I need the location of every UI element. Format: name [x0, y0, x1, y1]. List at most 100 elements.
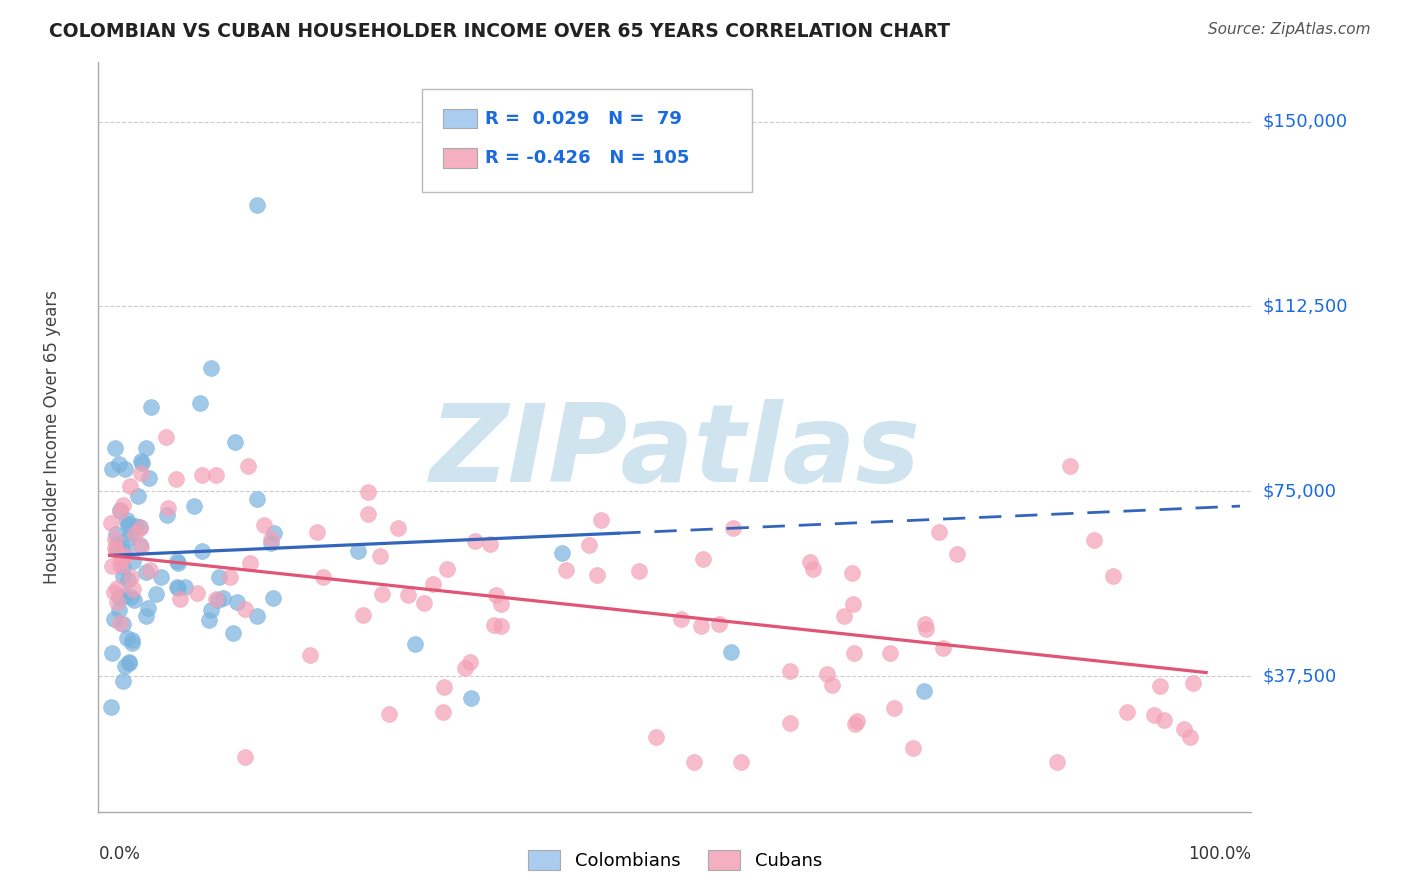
Point	[156, 508, 179, 523]
Point	[100, 516, 122, 531]
Point	[103, 541, 125, 556]
Point	[591, 513, 613, 527]
Point	[932, 640, 955, 655]
Text: $150,000: $150,000	[1263, 112, 1347, 130]
Point	[844, 717, 866, 731]
Point	[129, 541, 152, 555]
Point	[166, 554, 188, 568]
Text: 100.0%: 100.0%	[1188, 846, 1251, 863]
Point	[834, 608, 856, 623]
Point	[799, 555, 821, 569]
Text: COLOMBIAN VS CUBAN HOUSEHOLDER INCOME OVER 65 YEARS CORRELATION CHART: COLOMBIAN VS CUBAN HOUSEHOLDER INCOME OV…	[49, 22, 950, 41]
Point	[110, 503, 132, 517]
Point	[121, 554, 143, 568]
Point	[124, 526, 146, 541]
Point	[689, 619, 711, 633]
Point	[211, 591, 233, 605]
Point	[108, 616, 131, 631]
Point	[1143, 708, 1166, 723]
Point	[779, 664, 801, 678]
Point	[946, 547, 969, 561]
Point	[135, 441, 157, 455]
Point	[112, 559, 135, 574]
Point	[262, 591, 284, 606]
Text: Householder Income Over 65 years: Householder Income Over 65 years	[44, 290, 62, 584]
Point	[129, 521, 152, 535]
Point	[190, 468, 212, 483]
Point	[118, 517, 141, 532]
Point	[396, 588, 419, 602]
Point	[225, 595, 247, 609]
Point	[111, 674, 134, 689]
Point	[845, 714, 868, 728]
Point	[1102, 568, 1125, 582]
Point	[156, 500, 179, 515]
Point	[103, 612, 125, 626]
Point	[205, 467, 228, 482]
Point	[145, 587, 167, 601]
Point	[1046, 756, 1069, 770]
Point	[127, 489, 149, 503]
Point	[235, 602, 257, 616]
Point	[378, 707, 401, 722]
Point	[433, 680, 456, 694]
Text: ZIPatlas: ZIPatlas	[429, 399, 921, 505]
Point	[101, 646, 124, 660]
Point	[135, 565, 157, 579]
Point	[105, 537, 128, 551]
Point	[356, 484, 378, 499]
Point	[136, 600, 159, 615]
Point	[692, 552, 714, 566]
Point	[730, 756, 752, 770]
Point	[198, 613, 221, 627]
Point	[138, 471, 160, 485]
Point	[841, 566, 863, 581]
Point	[842, 597, 865, 611]
Point	[118, 656, 141, 670]
Point	[122, 582, 145, 596]
Point	[165, 472, 187, 486]
Point	[387, 521, 409, 535]
Point	[554, 563, 576, 577]
Point	[108, 558, 131, 572]
Point	[120, 570, 142, 584]
Text: $37,500: $37,500	[1263, 667, 1337, 685]
Point	[111, 568, 134, 582]
Point	[115, 632, 138, 646]
Point	[491, 597, 513, 611]
Point	[404, 637, 426, 651]
Point	[485, 588, 508, 602]
Point	[139, 400, 162, 414]
Point	[104, 532, 127, 546]
Point	[120, 525, 142, 540]
Point	[166, 556, 188, 570]
Point	[464, 533, 486, 548]
Point	[120, 479, 142, 493]
Point	[482, 618, 505, 632]
Point	[586, 568, 609, 582]
Text: R =  0.029   N =  79: R = 0.029 N = 79	[485, 110, 682, 128]
Point	[107, 590, 129, 604]
Point	[131, 456, 153, 470]
Point	[347, 544, 370, 558]
Point	[224, 434, 246, 449]
Point	[489, 618, 512, 632]
Point	[299, 648, 322, 662]
Point	[104, 542, 127, 557]
Point	[166, 580, 188, 594]
Point	[669, 612, 692, 626]
Point	[842, 647, 865, 661]
Text: Source: ZipAtlas.com: Source: ZipAtlas.com	[1208, 22, 1371, 37]
Point	[460, 690, 482, 705]
Point	[883, 701, 905, 715]
Point	[208, 570, 231, 584]
Point	[1178, 731, 1201, 745]
Point	[105, 581, 128, 595]
Point	[120, 590, 142, 604]
Point	[190, 544, 212, 558]
Point	[721, 521, 744, 535]
Point	[104, 441, 127, 455]
Point	[129, 467, 152, 481]
Point	[186, 586, 208, 600]
Point	[720, 645, 742, 659]
